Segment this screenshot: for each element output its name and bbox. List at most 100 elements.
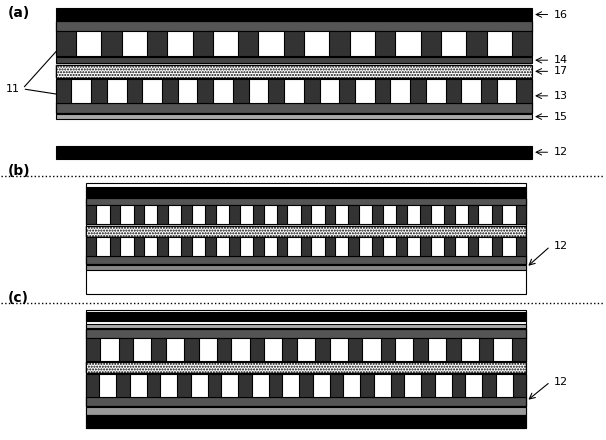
Bar <box>133 238 144 257</box>
Bar <box>282 338 297 361</box>
Bar <box>144 238 158 257</box>
Bar <box>86 238 526 264</box>
Bar <box>395 338 413 361</box>
Bar <box>198 79 213 103</box>
Bar <box>264 205 277 224</box>
Bar <box>144 205 158 224</box>
Bar <box>311 238 325 257</box>
Bar <box>86 374 99 397</box>
Bar <box>178 374 191 397</box>
Bar <box>482 374 496 397</box>
Bar <box>192 238 205 257</box>
Bar <box>86 329 526 338</box>
Bar <box>240 238 253 257</box>
Bar <box>56 21 532 56</box>
Bar <box>229 205 240 224</box>
Bar <box>181 238 192 257</box>
Text: 16: 16 <box>553 10 567 19</box>
Bar <box>56 79 532 113</box>
Bar <box>362 338 381 361</box>
Bar <box>133 338 152 361</box>
Bar <box>158 238 168 257</box>
Bar <box>216 205 229 224</box>
Bar <box>86 329 526 361</box>
Text: 12: 12 <box>553 377 567 387</box>
Bar <box>86 374 526 406</box>
Bar <box>479 338 493 361</box>
Bar <box>264 338 282 361</box>
Bar <box>395 31 421 56</box>
Bar <box>428 338 446 361</box>
Bar <box>158 205 168 224</box>
Bar <box>465 374 482 397</box>
Bar <box>359 205 372 224</box>
Bar <box>444 205 454 224</box>
Bar <box>383 205 396 224</box>
Bar <box>375 31 395 56</box>
Bar <box>287 205 301 224</box>
Bar <box>259 31 284 56</box>
Bar <box>86 338 101 361</box>
Bar <box>193 31 213 56</box>
Bar <box>404 374 421 397</box>
Text: 11: 11 <box>5 84 19 94</box>
Bar <box>86 362 526 373</box>
Bar <box>467 31 487 56</box>
Bar <box>168 238 181 257</box>
Bar <box>147 374 161 397</box>
Bar <box>101 338 119 361</box>
Bar <box>339 79 355 103</box>
Bar <box>119 338 133 361</box>
Bar <box>431 238 444 257</box>
Bar <box>86 226 526 237</box>
Bar <box>86 205 96 224</box>
Bar <box>413 338 428 361</box>
Bar <box>426 79 445 103</box>
Bar <box>325 205 335 224</box>
Bar <box>86 257 526 264</box>
Bar <box>461 338 479 361</box>
Bar <box>512 31 532 56</box>
Bar <box>86 329 526 361</box>
Bar <box>441 31 467 56</box>
Bar <box>205 238 216 257</box>
Bar <box>372 205 383 224</box>
Bar <box>284 79 304 103</box>
Bar <box>107 79 127 103</box>
Bar <box>86 265 526 270</box>
Bar <box>56 65 532 78</box>
Bar <box>208 374 221 397</box>
Bar <box>238 31 259 56</box>
Bar <box>335 205 348 224</box>
Bar <box>252 374 268 397</box>
Bar <box>101 31 122 56</box>
Bar <box>468 205 479 224</box>
Bar <box>86 198 526 224</box>
Bar <box>487 31 512 56</box>
Bar <box>444 238 454 257</box>
Bar <box>383 238 396 257</box>
Bar <box>360 374 374 397</box>
Bar <box>86 324 526 328</box>
Bar <box>86 415 526 428</box>
Bar <box>502 205 516 224</box>
Bar <box>240 205 253 224</box>
Bar <box>86 407 526 414</box>
Bar <box>152 338 166 361</box>
Bar <box>390 79 410 103</box>
Bar <box>56 31 76 56</box>
Bar <box>56 79 72 103</box>
Bar <box>304 31 330 56</box>
Bar <box>110 205 121 224</box>
Bar <box>56 8 532 21</box>
Bar <box>420 205 431 224</box>
Bar <box>516 205 526 224</box>
Bar <box>391 374 404 397</box>
Bar <box>268 79 284 103</box>
Bar <box>96 205 110 224</box>
Bar <box>233 79 248 103</box>
Bar <box>231 338 250 361</box>
Bar <box>86 238 526 264</box>
Bar <box>325 238 335 257</box>
Bar <box>161 374 178 397</box>
